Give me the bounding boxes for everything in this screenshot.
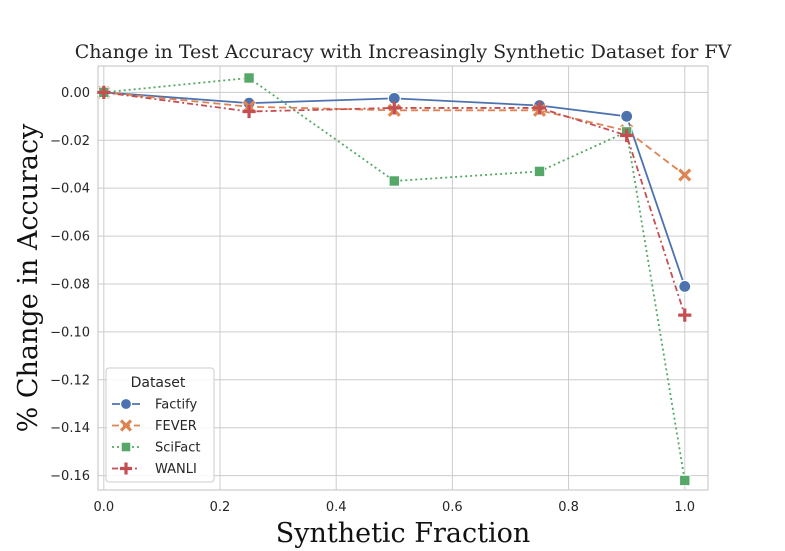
x-tick-label: 0.0 bbox=[93, 500, 114, 515]
legend-label-wanli: WANLI bbox=[155, 462, 197, 477]
data-point-factify bbox=[678, 279, 692, 293]
series-line-factify bbox=[103, 91, 686, 287]
legend: Dataset Factify FEVER SciFact WANLI bbox=[105, 367, 215, 483]
ticks-layer: 0.0 0.2 0.4 0.6 0.8 1.0 0.00 −0.02 −0.04 −0.06 −0.… bbox=[50, 86, 695, 515]
legend-label-factify: Factify bbox=[155, 398, 197, 413]
chart-title: Change in Test Accuracy with Increasingl… bbox=[75, 41, 732, 63]
data-point-wanli bbox=[97, 85, 111, 99]
plot-frame bbox=[97, 65, 709, 491]
data-point-wanli bbox=[532, 101, 547, 115]
legend-box bbox=[105, 367, 215, 483]
data-point-scifact bbox=[534, 165, 546, 177]
data-point-fever bbox=[678, 168, 692, 182]
series-wanli bbox=[97, 85, 692, 322]
legend-item-fever: FEVER bbox=[112, 419, 197, 434]
data-point-scifact bbox=[243, 72, 255, 84]
x-tick-label: 1.0 bbox=[674, 500, 695, 515]
data-point-wanli bbox=[387, 101, 401, 115]
x-axis-label: Synthetic Fraction bbox=[276, 518, 531, 549]
data-point-scifact bbox=[679, 474, 691, 486]
y-tick-label: −0.04 bbox=[50, 182, 90, 197]
legend-label-fever: FEVER bbox=[155, 419, 197, 434]
data-point-scifact bbox=[388, 175, 400, 187]
legend-item-wanli: WANLI bbox=[112, 462, 197, 477]
y-tick-label: 0.00 bbox=[61, 86, 90, 101]
legend-item-scifact: SciFact bbox=[112, 441, 201, 456]
y-tick-label: −0.02 bbox=[50, 134, 90, 149]
legend-marker-fever bbox=[119, 419, 133, 432]
x-tick-label: 0.6 bbox=[442, 500, 463, 515]
y-tick-label: −0.14 bbox=[50, 421, 90, 436]
legend-title: Dataset bbox=[131, 375, 186, 391]
legend-items: Factify FEVER SciFact WANLI bbox=[112, 398, 201, 477]
series-line-scifact bbox=[103, 77, 686, 481]
x-tick-label: 0.4 bbox=[326, 500, 347, 515]
y-axis-label: % Change in Accuracy bbox=[13, 123, 44, 432]
legend-item-factify: Factify bbox=[112, 398, 197, 413]
legend-marker-factify bbox=[119, 397, 133, 411]
data-point-factify bbox=[620, 109, 634, 123]
y-tick-label: −0.16 bbox=[50, 469, 90, 484]
series-layer bbox=[97, 72, 692, 486]
legend-marker-wanli bbox=[119, 462, 133, 475]
legend-label-scifact: SciFact bbox=[155, 441, 201, 456]
x-tick-label: 0.2 bbox=[210, 500, 231, 515]
y-tick-label: −0.10 bbox=[50, 325, 90, 340]
grid bbox=[98, 66, 708, 490]
data-point-wanli bbox=[678, 308, 692, 322]
data-point-wanli bbox=[242, 104, 256, 119]
data-point-wanli bbox=[620, 128, 634, 143]
series-line-fever bbox=[103, 91, 686, 176]
y-tick-label: −0.06 bbox=[50, 230, 90, 245]
y-tick-label: −0.12 bbox=[50, 373, 90, 388]
legend-marker-scifact bbox=[120, 441, 132, 453]
x-tick-label: 0.8 bbox=[558, 500, 579, 515]
y-tick-label: −0.08 bbox=[50, 277, 90, 292]
series-line-wanli bbox=[103, 91, 686, 316]
